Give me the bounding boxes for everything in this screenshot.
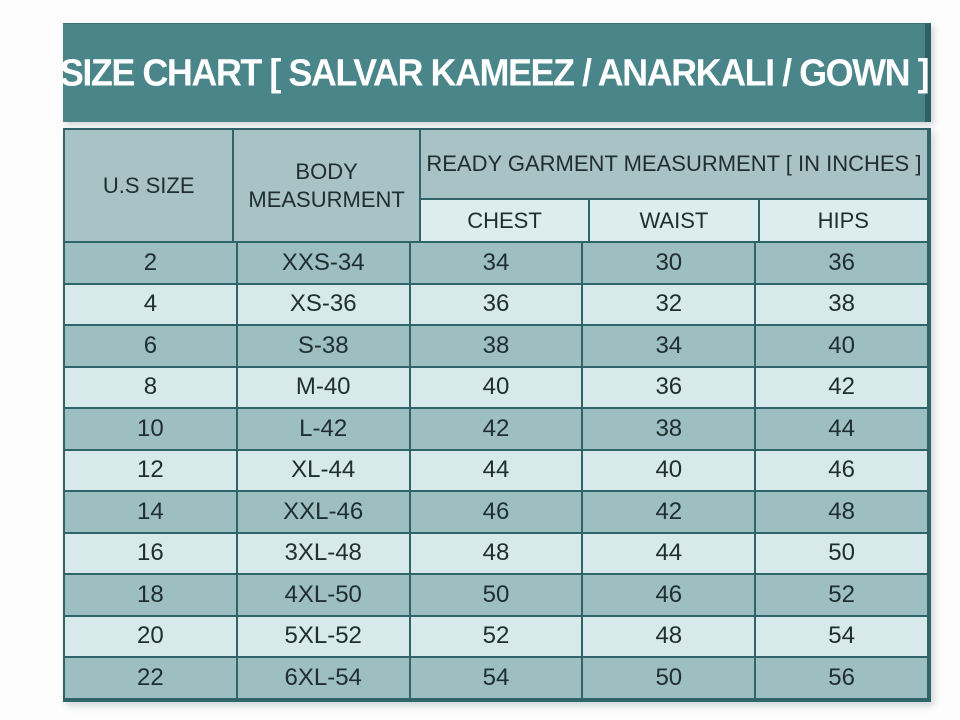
cell-chest: 54 (410, 658, 582, 698)
cell-body: M-40 (237, 367, 409, 407)
cell-body: XXS-34 (237, 243, 409, 283)
chart-title: SIZE CHART [ SALVAR KAMEEZ / ANARKALI / … (59, 50, 930, 94)
cell-hips: 42 (756, 367, 927, 407)
header-chest: CHEST (420, 200, 589, 241)
cell-hips: 50 (756, 533, 927, 573)
header-us-size: U.S SIZE (65, 130, 233, 241)
cell-chest: 42 (410, 409, 582, 449)
cell-hips: 52 (756, 575, 927, 615)
cell-body: XXL-46 (237, 492, 409, 532)
table-row: 10 L-42 42 38 44 (65, 409, 927, 449)
cell-us-size: 10 (65, 409, 236, 449)
cell-chest: 44 (410, 450, 582, 490)
cell-body: 6XL-54 (237, 658, 409, 698)
cell-chest: 38 (410, 326, 582, 366)
cell-hips: 48 (756, 492, 927, 532)
table-row: 14 XXL-46 46 42 48 (65, 492, 927, 532)
cell-us-size: 14 (65, 492, 236, 532)
cell-us-size: 4 (65, 284, 236, 324)
header-ready-garment-group: READY GARMENT MEASURMENT [ IN INCHES ] (420, 130, 927, 198)
cell-us-size: 16 (65, 533, 236, 573)
cell-body: 3XL-48 (237, 533, 409, 573)
cell-waist: 44 (583, 533, 755, 573)
cell-waist: 46 (583, 575, 755, 615)
table-row: 8 M-40 40 36 42 (65, 367, 927, 407)
table-body: 2 XXS-34 34 30 36 4 XS-36 36 32 38 6 S-3… (65, 243, 927, 698)
cell-waist: 40 (583, 450, 755, 490)
table-row: 4 XS-36 36 32 38 (65, 284, 927, 324)
cell-hips: 40 (756, 326, 927, 366)
cell-chest: 36 (410, 284, 582, 324)
cell-us-size: 6 (65, 326, 236, 366)
cell-hips: 38 (756, 284, 927, 324)
cell-hips: 46 (756, 450, 927, 490)
cell-us-size: 2 (65, 243, 236, 283)
cell-us-size: 18 (65, 575, 236, 615)
cell-waist: 30 (583, 243, 755, 283)
table-row: 6 S-38 38 34 40 (65, 326, 927, 366)
cell-hips: 44 (756, 409, 927, 449)
cell-us-size: 22 (65, 658, 236, 698)
table-row: 20 5XL-52 52 48 54 (65, 616, 927, 656)
table-header: U.S SIZE BODY MEASURMENT READY GARMENT M… (65, 130, 927, 241)
cell-body: 5XL-52 (237, 616, 409, 656)
header-hips: HIPS (759, 200, 927, 241)
cell-waist: 48 (583, 616, 755, 656)
cell-waist: 38 (583, 409, 755, 449)
table-row: 22 6XL-54 54 50 56 (65, 658, 927, 698)
cell-waist: 36 (583, 367, 755, 407)
table-row: 18 4XL-50 50 46 52 (65, 575, 927, 615)
cell-us-size: 20 (65, 616, 236, 656)
cell-chest: 48 (410, 533, 582, 573)
title-bar: SIZE CHART [ SALVAR KAMEEZ / ANARKALI / … (59, 23, 931, 122)
cell-body: L-42 (237, 409, 409, 449)
cell-hips: 36 (756, 243, 927, 283)
cell-chest: 46 (410, 492, 582, 532)
cell-waist: 32 (583, 284, 755, 324)
cell-chest: 34 (410, 243, 582, 283)
cell-waist: 50 (583, 658, 755, 698)
header-body-measurement: BODY MEASURMENT (234, 130, 419, 241)
cell-chest: 52 (410, 616, 582, 656)
cell-chest: 50 (410, 575, 582, 615)
cell-body: XS-36 (237, 284, 409, 324)
header-waist: WAIST (590, 200, 758, 241)
cell-waist: 34 (583, 326, 755, 366)
table-row: 16 3XL-48 48 44 50 (65, 533, 927, 573)
cell-body: XL-44 (237, 450, 409, 490)
cell-waist: 42 (583, 492, 755, 532)
cell-hips: 56 (756, 658, 927, 698)
cell-hips: 54 (756, 616, 927, 656)
cell-chest: 40 (410, 367, 582, 407)
table-row: 2 XXS-34 34 30 36 (65, 243, 927, 283)
size-chart-table: U.S SIZE BODY MEASURMENT READY GARMENT M… (63, 128, 931, 702)
table-row: 12 XL-44 44 40 46 (65, 450, 927, 490)
cell-us-size: 12 (65, 450, 236, 490)
cell-us-size: 8 (65, 367, 236, 407)
cell-body: S-38 (237, 326, 409, 366)
cell-body: 4XL-50 (237, 575, 409, 615)
